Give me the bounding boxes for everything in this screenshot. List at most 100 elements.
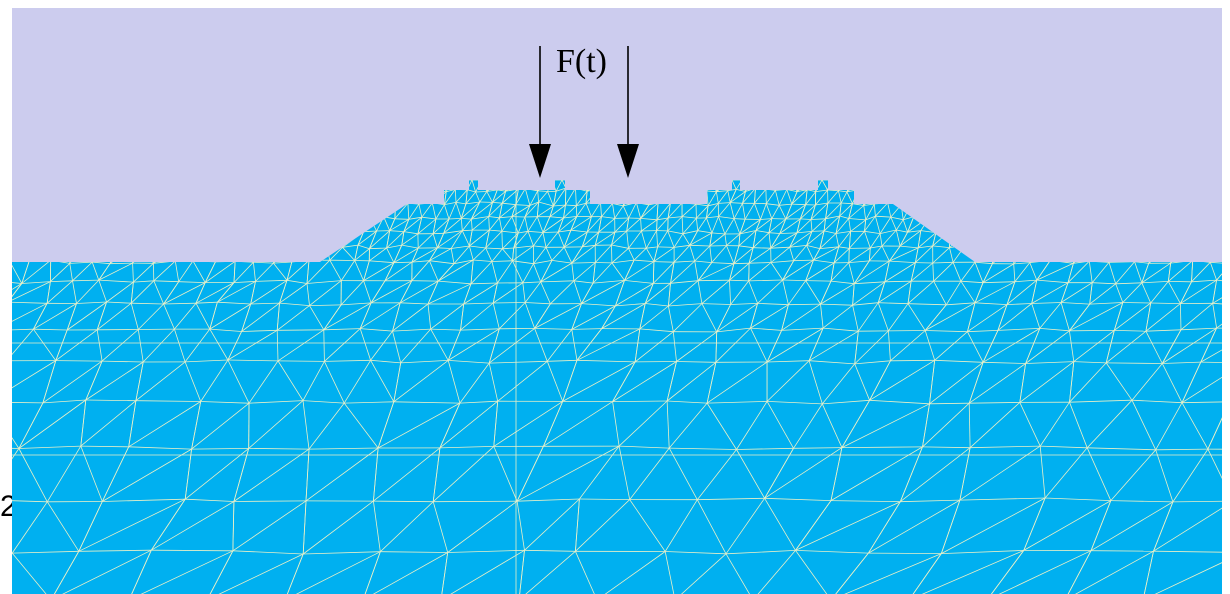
mesh-edge: [1115, 261, 1135, 285]
mesh-edge: [819, 233, 837, 249]
mesh-edge: [0, 261, 9, 262]
mesh-edge: [838, 231, 851, 248]
mesh-edge: [563, 205, 577, 219]
mesh-edge: [902, 219, 908, 233]
mesh-edge: [1161, 329, 1182, 364]
mesh-edge: [706, 217, 713, 234]
mesh-edge: [718, 216, 726, 235]
mesh-edge: [534, 303, 551, 329]
mesh-edge: [389, 218, 410, 232]
mesh-edge: [755, 218, 773, 231]
mesh-edge: [669, 447, 737, 450]
mesh-edge: [634, 259, 654, 262]
mesh-edge: [386, 247, 395, 263]
mesh-edge: [250, 302, 280, 305]
mesh-edge: [830, 262, 850, 282]
mesh-edge: [217, 282, 235, 303]
mesh-edge: [770, 246, 790, 249]
mesh-edge: [908, 550, 1024, 594]
mesh-edge: [511, 205, 531, 217]
mesh-edge: [682, 217, 697, 235]
mesh-edge: [1131, 363, 1163, 401]
mesh-edge: [733, 247, 754, 265]
mesh-edge: [195, 301, 218, 304]
mesh-edge: [209, 328, 242, 332]
mesh-edge: [706, 362, 717, 404]
mesh-edge: [393, 261, 413, 264]
mesh-edge: [429, 260, 455, 265]
mesh-edge: [471, 202, 493, 220]
mesh-edge: [738, 233, 741, 246]
mesh-edge: [624, 259, 635, 281]
mesh-edge: [55, 329, 98, 361]
mesh-edge: [640, 218, 658, 221]
mesh-edge: [571, 328, 602, 330]
mesh-edge: [825, 215, 840, 220]
mesh-edge: [488, 216, 490, 231]
mesh-edge: [581, 282, 594, 304]
mesh-edge: [779, 203, 792, 206]
mesh-edge: [1039, 401, 1070, 447]
mesh-edge: [823, 215, 840, 232]
mesh-edge: [615, 280, 625, 307]
mesh-edge: [748, 262, 772, 282]
mesh-edge: [736, 189, 746, 192]
mesh-edge: [537, 190, 539, 203]
mesh-edge: [80, 445, 129, 448]
mesh-edge: [191, 448, 249, 450]
mesh-edge: [1142, 551, 1154, 594]
mesh-edge: [929, 361, 984, 405]
mesh-edge: [1210, 261, 1222, 265]
mesh-edge: [706, 190, 709, 206]
mesh-edge: [848, 262, 855, 284]
mesh-edge: [1025, 330, 1070, 364]
mesh-edge: [0, 261, 9, 282]
mesh-edge: [324, 328, 361, 362]
mesh-edge: [475, 191, 481, 203]
mesh-edge: [200, 401, 250, 404]
mesh-edge: [0, 302, 8, 305]
mesh-edge: [729, 189, 737, 203]
mesh-edge: [543, 401, 564, 447]
mesh-edge: [151, 501, 235, 551]
mesh-edge: [12, 552, 13, 555]
mesh-edge: [805, 189, 808, 205]
mesh-edge: [471, 180, 476, 193]
mesh-edge: [752, 230, 757, 248]
mesh-edge: [545, 231, 559, 248]
mesh-edge: [233, 500, 307, 502]
mesh-edge: [764, 448, 794, 499]
mesh-edge: [932, 261, 954, 264]
mesh-edge: [615, 283, 654, 307]
mesh-edge: [250, 281, 256, 305]
mesh-edge: [821, 403, 843, 448]
mesh-edge: [933, 262, 954, 282]
mesh-edge: [821, 180, 828, 191]
mesh-edge: [0, 233, 12, 234]
mesh-edge: [846, 191, 853, 204]
mesh-edge: [888, 303, 909, 332]
mesh-edge: [752, 550, 796, 594]
mesh-edge: [392, 303, 429, 332]
mesh-edge: [227, 329, 278, 361]
mesh-edge: [667, 230, 683, 235]
mesh-edge: [524, 498, 580, 551]
mesh-edge: [529, 190, 539, 206]
mesh-edge: [775, 190, 780, 206]
mesh-edge: [542, 232, 547, 248]
mesh-edge: [447, 500, 518, 553]
mesh-edge: [463, 283, 472, 305]
mesh-edge: [42, 360, 103, 404]
mesh-edge: [1031, 303, 1041, 329]
mesh-edge: [276, 330, 279, 361]
mesh-edge: [805, 280, 821, 305]
mesh-edge: [890, 216, 897, 231]
mesh-edge: [611, 244, 629, 249]
mesh-edge: [534, 303, 582, 329]
mesh-edge: [940, 499, 961, 554]
mesh-edge: [563, 204, 566, 219]
mesh-edge: [302, 400, 345, 404]
mesh-edge: [789, 245, 807, 248]
mesh-edge: [286, 279, 308, 284]
mesh-edge: [341, 302, 372, 306]
